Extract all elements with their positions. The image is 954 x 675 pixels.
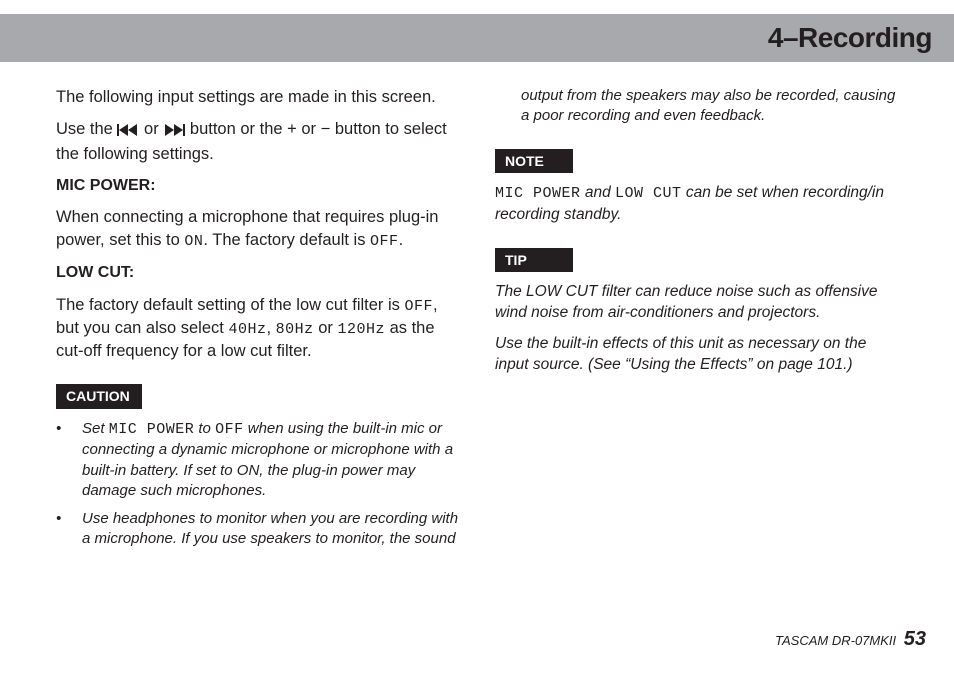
product-name: TASCAM DR-07MKII: [775, 633, 896, 648]
list-item: • Use headphones to monitor when you are…: [56, 509, 459, 550]
note-label: NOTE: [495, 149, 573, 174]
skip-back-icon: [117, 120, 139, 142]
header-bar: 4–Recording: [0, 14, 954, 62]
value-on: ON: [184, 233, 203, 250]
intro-line-2: Use the or button or the + or − button t…: [56, 118, 459, 165]
list-item: • Set MIC POWER to OFF when using the bu…: [56, 419, 459, 501]
low-cut-heading: LOW CUT:: [56, 262, 459, 284]
bullet-icon: •: [56, 419, 82, 501]
bullet-icon: •: [56, 509, 82, 550]
tip-body-2: Use the built-in effects of this unit as…: [495, 334, 898, 376]
intro-line-1: The following input settings are made in…: [56, 86, 459, 108]
caution-continuation: output from the speakers may also be rec…: [495, 86, 898, 127]
page-number: 53: [904, 628, 926, 650]
left-column: The following input settings are made in…: [56, 86, 459, 558]
caution-list: • Set MIC POWER to OFF when using the bu…: [56, 419, 459, 550]
tip-body-1: The LOW CUT filter can reduce noise such…: [495, 282, 898, 324]
skip-forward-icon: [163, 120, 185, 142]
right-column: output from the speakers may also be rec…: [495, 86, 898, 558]
note-body: MIC POWER and LOW CUT can be set when re…: [495, 183, 898, 225]
page-footer: TASCAM DR-07MKII 53: [775, 628, 926, 651]
chapter-title: 4–Recording: [768, 22, 932, 54]
page-content: The following input settings are made in…: [56, 86, 898, 558]
low-cut-body: The factory default setting of the low c…: [56, 294, 459, 363]
mic-power-body: When connecting a microphone that requir…: [56, 206, 459, 252]
mic-power-heading: MIC POWER:: [56, 175, 459, 197]
tip-label: TIP: [495, 248, 573, 273]
value-off: OFF: [370, 233, 399, 250]
caution-label: CAUTION: [56, 384, 142, 409]
